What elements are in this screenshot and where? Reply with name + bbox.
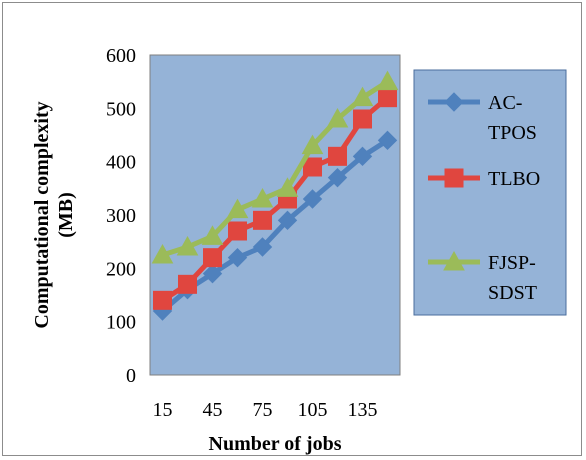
data-point (151, 243, 174, 264)
data-point (276, 177, 299, 197)
data-point (326, 107, 349, 128)
x-tick-label: 15 (153, 399, 173, 421)
data-point (303, 157, 322, 177)
data-point (153, 290, 172, 310)
data-point (228, 221, 247, 241)
data-point (327, 167, 348, 188)
y-tick-label: 600 (106, 45, 136, 67)
legend-label-line: AC- (488, 92, 522, 114)
data-point (202, 263, 223, 284)
data-point (252, 237, 273, 257)
legend-marker (444, 92, 464, 112)
legend-label: FJSP- SDST (488, 252, 537, 304)
series-line (160, 138, 389, 313)
y-tick-label: 0 (126, 365, 136, 387)
legend-label-line: SDST (488, 282, 537, 304)
legend-label-line: TPOS (488, 122, 537, 144)
legend-entry: FJSP- SDST (428, 250, 537, 304)
x-tick-label: 135 (348, 399, 378, 421)
legend-box (413, 69, 567, 316)
y-axis-title-line: Computational complexity (31, 101, 53, 328)
legend-label: AC- TPOS (488, 92, 537, 144)
data-point (251, 187, 274, 208)
y-tick-label: 400 (106, 152, 136, 174)
data-point (253, 210, 272, 230)
series-2 (151, 70, 399, 264)
x-axis-title: Number of jobs (209, 433, 342, 455)
legend-entry: AC- TPOS (428, 92, 537, 144)
data-point (378, 88, 397, 108)
data-point (328, 146, 347, 166)
y-tick-label: 100 (106, 312, 136, 334)
legend-label-line: TLBO (488, 168, 540, 190)
data-point (227, 247, 248, 268)
series-line (161, 95, 390, 303)
legend-label-line: FJSP- (488, 252, 536, 274)
series-1 (153, 88, 397, 310)
data-point (226, 198, 249, 219)
data-point (377, 130, 398, 151)
legend-label: TLBO (488, 168, 540, 190)
series-line (161, 79, 389, 258)
data-point (302, 189, 323, 209)
legend-marker (444, 168, 464, 188)
y-tick-label: 500 (106, 98, 136, 120)
data-point (376, 70, 399, 91)
y-tick-label: 300 (106, 205, 136, 227)
data-point (351, 86, 374, 107)
data-point (203, 248, 222, 268)
x-tick-label: 75 (253, 399, 273, 421)
x-tick-label: 105 (298, 399, 328, 421)
data-point (176, 235, 199, 256)
data-point (301, 134, 324, 155)
data-point (352, 146, 373, 167)
y-axis-title-line: (MB) (55, 192, 77, 238)
y-tick-label: 200 (106, 258, 136, 280)
legend-entry: TLBO (428, 168, 540, 190)
plot-area (149, 54, 401, 376)
data-point (277, 210, 298, 231)
data-point (353, 109, 372, 129)
x-tick-label: 45 (203, 399, 223, 421)
legend-marker (443, 250, 465, 271)
y-axis-title: Computational complexity (MB) (31, 101, 77, 328)
data-point (178, 274, 197, 294)
data-point (201, 225, 224, 245)
